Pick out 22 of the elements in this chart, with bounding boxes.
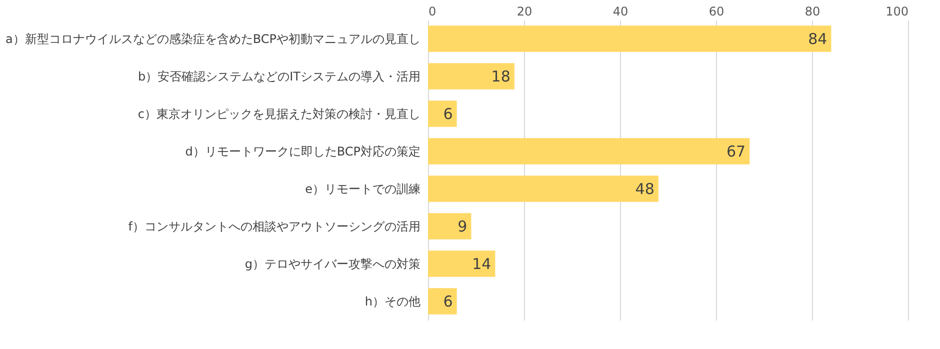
y-tick-label: e）リモートでの訓練 (305, 182, 420, 196)
y-tick-label: h）その他 (364, 294, 420, 308)
data-label: 6 (443, 104, 453, 123)
y-tick-label: a）新型コロナウイルスなどの感染症を含めたBCPや初動マニュアルの見直し (6, 32, 420, 46)
data-label: 48 (635, 180, 654, 198)
y-tick-label: b）安否確認システムなどのITシステムの導入・活用 (138, 69, 420, 84)
x-tick-label: 80 (804, 4, 820, 18)
data-label: 18 (491, 67, 510, 86)
y-tick-label: f）コンサルタントへの相談やアウトソーシングの活用 (128, 219, 420, 234)
data-label: 9 (458, 217, 468, 236)
data-label: 67 (726, 142, 746, 160)
y-tick-label: c）東京オリンピックを見据えた対策の検討・見直し (138, 106, 420, 121)
x-tick-label: 0 (428, 4, 436, 18)
data-label: 14 (472, 254, 492, 273)
x-tick-label: 60 (708, 4, 724, 18)
y-tick-label: d）リモートワークに即したBCP対応の策定 (185, 144, 420, 158)
x-tick-label: 100 (886, 4, 908, 18)
data-label: 6 (443, 292, 453, 310)
y-tick-label: g）テロやサイバー攻撃への対策 (244, 256, 420, 271)
data-label: 84 (808, 30, 828, 48)
x-tick-label: 40 (612, 4, 628, 18)
x-tick-label: 20 (516, 4, 532, 18)
